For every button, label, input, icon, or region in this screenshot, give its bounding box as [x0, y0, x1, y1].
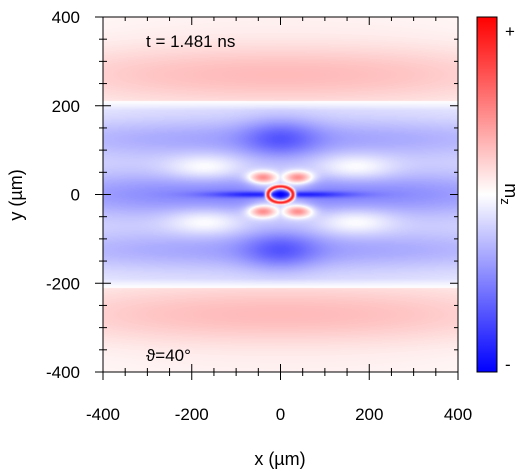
- time-annotation: t = 1.481 ns: [146, 32, 235, 51]
- colorbar-min-label: -: [505, 355, 511, 374]
- angle-annotation: ϑ=40°: [146, 346, 191, 365]
- svg-text:mz: mz: [498, 183, 518, 205]
- colorbar-max-label: +: [505, 22, 515, 41]
- x-tick-label: 0: [276, 405, 285, 424]
- y-axis-label: y (µm): [6, 169, 26, 220]
- y-tick-label: -400: [46, 363, 80, 382]
- x-tick-label: -200: [175, 405, 209, 424]
- x-tick-label: -400: [86, 405, 120, 424]
- colorbar: [476, 16, 498, 373]
- y-tick-label: -200: [46, 274, 80, 293]
- colorbar-title: mz: [498, 183, 518, 205]
- plot-area: [103, 17, 458, 372]
- axis-tick-labels: -400 -200 0 200 400 400 200 0 -200 -400: [46, 8, 472, 424]
- y-tick-label: 200: [52, 97, 80, 116]
- colorbar-label-subscript: z: [498, 198, 513, 205]
- magnetization-field: [103, 17, 458, 372]
- x-axis-label: x (µm): [254, 449, 305, 469]
- colorbar-label: m: [501, 183, 518, 198]
- x-tick-label: 400: [444, 405, 472, 424]
- axis-ticks: [95, 16, 459, 380]
- x-tick-label: 200: [355, 405, 383, 424]
- y-tick-label: 400: [52, 8, 80, 27]
- y-tick-label: 0: [71, 186, 80, 205]
